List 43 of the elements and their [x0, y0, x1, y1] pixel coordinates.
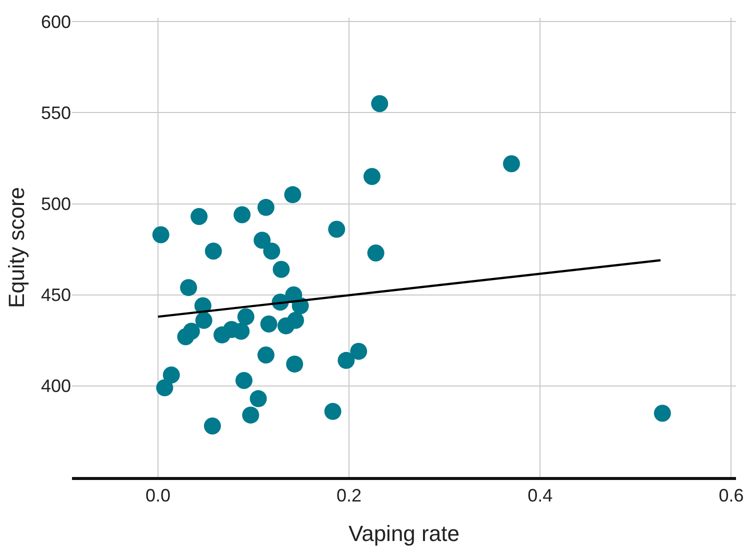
point [152, 226, 170, 244]
point [260, 316, 278, 332]
y-tick-label: 550 [40, 103, 71, 124]
point [250, 390, 267, 408]
x-tick-label: 0.2 [336, 485, 362, 506]
y-tick-label: 600 [40, 12, 71, 32]
point [263, 242, 280, 260]
x-tick-label: 0.0 [145, 485, 171, 506]
point [235, 372, 252, 389]
point [254, 232, 271, 249]
point [195, 312, 212, 329]
point [654, 404, 671, 422]
point [286, 356, 304, 373]
point [324, 402, 342, 420]
y-axis-title: Equity score [4, 186, 29, 308]
point [156, 379, 174, 396]
point [371, 95, 388, 112]
point [328, 220, 346, 238]
point [502, 155, 520, 172]
point [180, 279, 198, 296]
point [350, 342, 368, 360]
point [204, 242, 222, 260]
point [242, 406, 260, 424]
point [257, 198, 274, 216]
point [162, 366, 180, 384]
point [364, 168, 380, 185]
point [367, 244, 384, 262]
y-tick-label: 500 [40, 194, 71, 214]
point [284, 186, 302, 204]
point [257, 346, 274, 364]
x-tick-label: 0.4 [528, 485, 553, 506]
y-tick-label: 400 [40, 376, 71, 396]
x-axis-title: Vaping rate [348, 521, 460, 546]
point [182, 322, 200, 340]
point [204, 418, 221, 434]
point [190, 208, 208, 226]
point [234, 206, 251, 224]
x-tick-label: 0.6 [718, 485, 744, 506]
point [287, 312, 304, 329]
point [237, 308, 254, 326]
y-tick-label: 450 [40, 285, 71, 306]
point [338, 352, 355, 369]
point [272, 260, 290, 278]
